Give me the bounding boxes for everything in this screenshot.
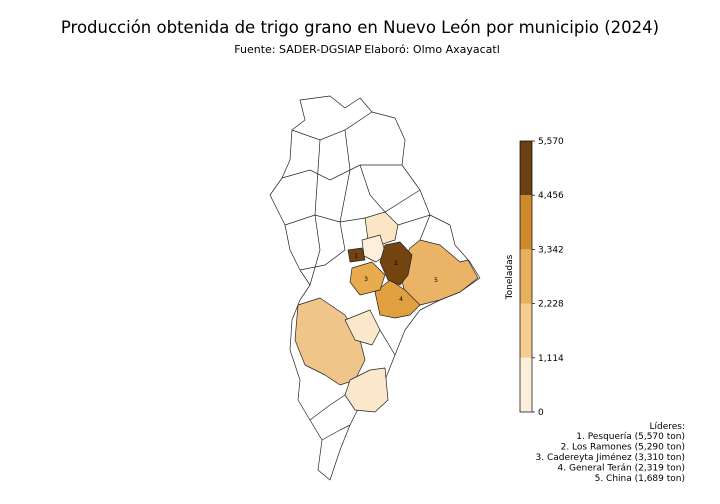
leader-item: 4. General Terán (2,319 ton) [558, 464, 685, 474]
boundary [359, 164, 421, 213]
colorbar-label: Toneladas [505, 254, 515, 300]
boundary [397, 214, 431, 241]
colorbar-tick-label: 2,228 [538, 300, 564, 310]
boundary [284, 214, 366, 226]
colorbar-tick-label: 5,570 [538, 137, 564, 147]
boundary [339, 129, 351, 251]
colorbar: 0 1,114 2,228 3,342 4,456 5,570 [519, 137, 564, 418]
map-label: 4 [399, 296, 403, 303]
boundary [309, 139, 321, 286]
boundary [281, 164, 402, 181]
leaders: Líderes:1. Pesquería (5,570 ton)2. Los R… [536, 422, 685, 484]
map: 1 2 3 4 5 [269, 95, 481, 481]
map-label: 3 [364, 276, 368, 283]
colorbar-segment [520, 303, 532, 358]
map-label: 2 [394, 260, 398, 267]
municipality [344, 367, 389, 413]
municipality-china [399, 239, 479, 306]
colorbar-tick-label: 3,342 [538, 245, 564, 255]
colorbar-tick-label: 1,114 [538, 354, 564, 364]
municipality-los-ramones [379, 241, 413, 286]
boundary [321, 424, 351, 441]
colorbar-tick-label: 4,456 [538, 191, 564, 201]
author: Elaboró: Olmo Axayacatl [364, 43, 500, 56]
title: Producción obtenida de trigo grano en Nu… [61, 18, 659, 37]
colorbar-segment [520, 249, 532, 304]
map-label: 1 [354, 253, 358, 260]
municipality-pesqueria [347, 247, 366, 263]
boundary [309, 394, 346, 421]
leaders-title: Líderes: [649, 422, 685, 432]
colorbar-segment [520, 357, 532, 412]
leader-item: 5. China (1,689 ton) [595, 474, 685, 484]
boundary [379, 329, 396, 356]
municipality-cadereyta [349, 261, 386, 296]
colorbar-segment [520, 141, 532, 196]
leader-item: 3. Cadereyta Jiménez (3,310 ton) [536, 452, 685, 463]
boundary [299, 249, 346, 271]
municipality [344, 309, 381, 346]
source: Fuente: SADER-DGSIAP [234, 43, 362, 56]
colorbar-frame [519, 140, 533, 413]
colorbar-segment [520, 195, 532, 250]
colorbar-tick-label: 0 [538, 408, 544, 418]
leader-item: 1. Pesquería (5,570 ton) [576, 432, 685, 442]
map-label: 5 [434, 277, 438, 284]
leader-item: 2. Los Ramones (5,290 ton) [561, 443, 685, 453]
boundary [291, 111, 373, 141]
